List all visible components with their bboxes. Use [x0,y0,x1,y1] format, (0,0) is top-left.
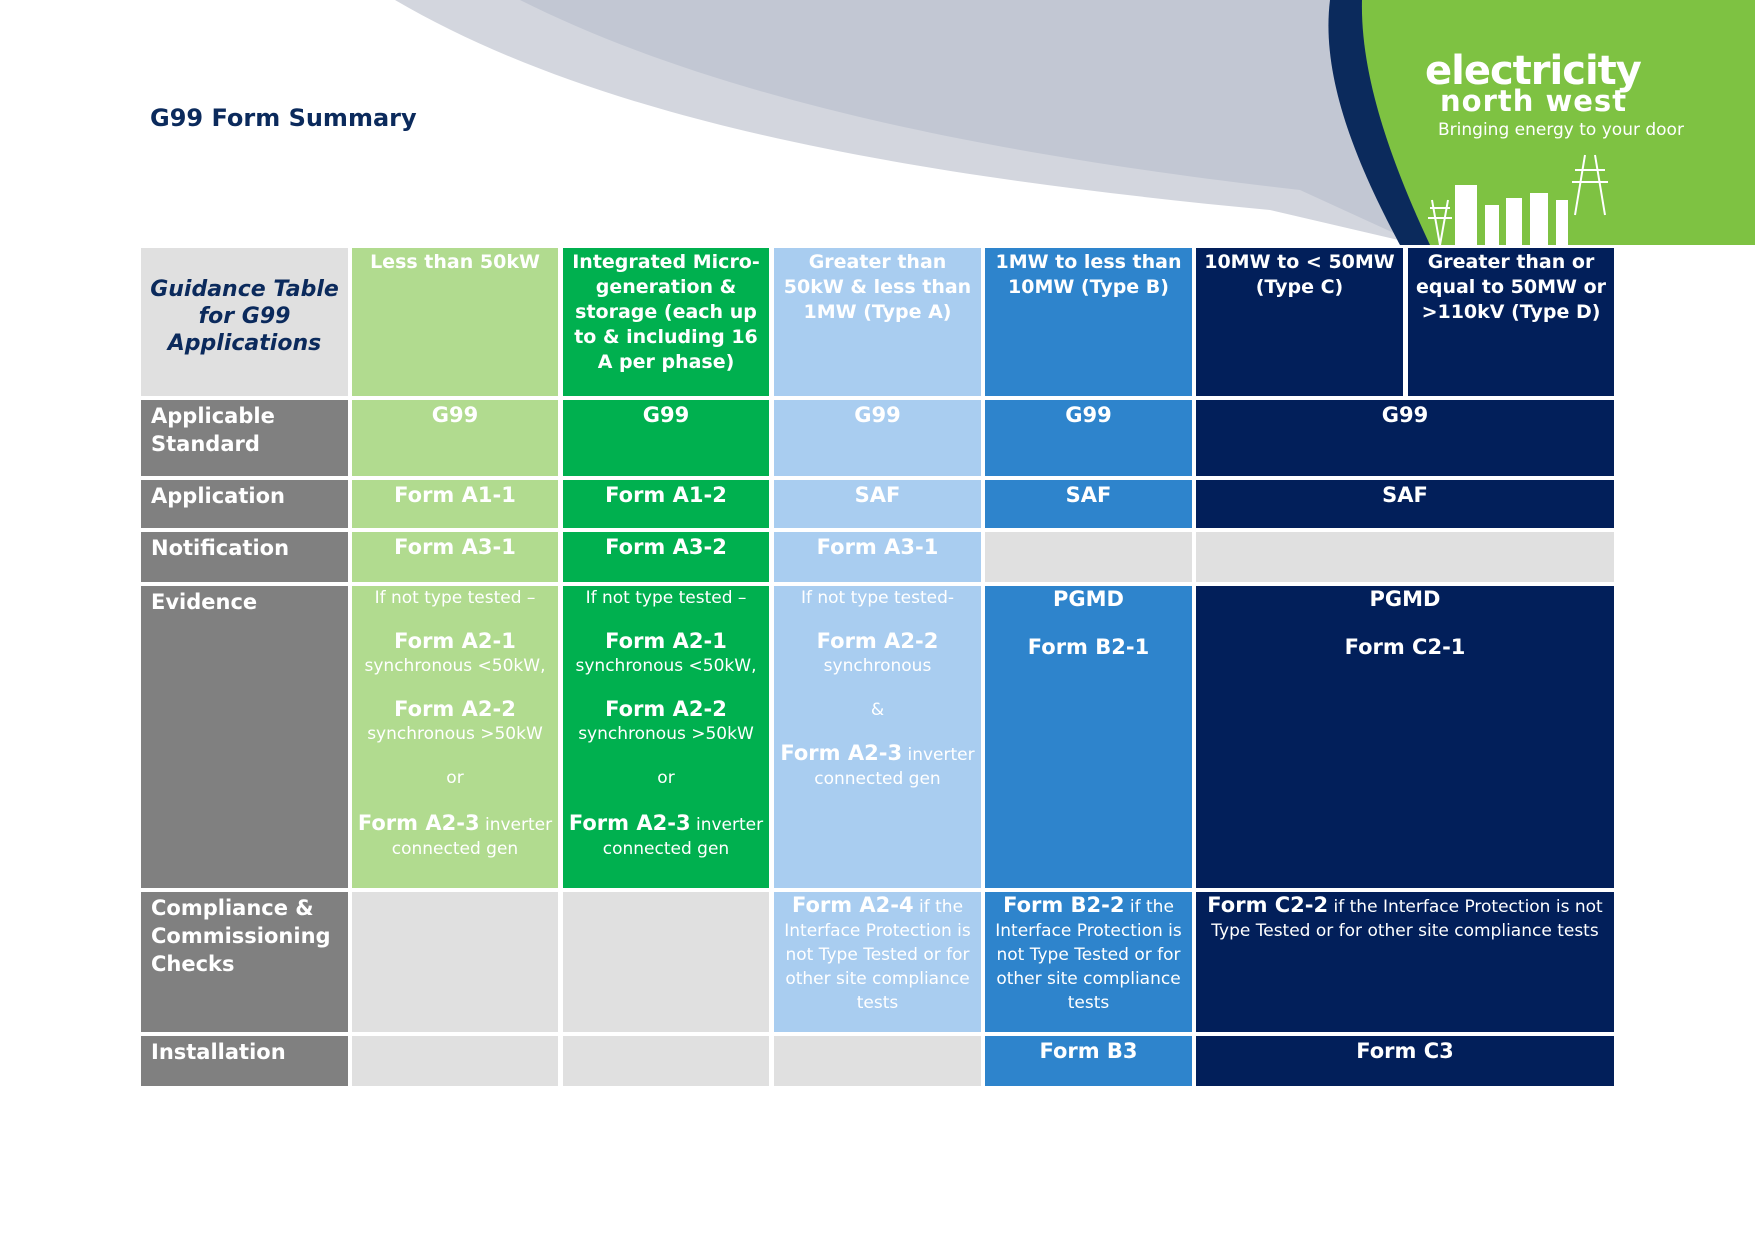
standard-c4: G99 [985,400,1192,476]
header-less-than-50kw: Less than 50kW [352,248,558,396]
standard-c2: G99 [563,400,769,476]
evidence-c1-form3-line: Form A2-3 inverter [352,810,558,837]
evidence-c2-form3-suffix: inverter [690,815,764,835]
compliance-c2-empty [563,892,769,1032]
compliance-c3: Form A2-4 if the Interface Protection is… [774,892,981,1032]
evidence-c2-form2: Form A2-2 [605,697,727,721]
compliance-c4-text: if the Interface Protection is not Type … [995,897,1182,1013]
evidence-c3-form1-desc: synchronous [823,656,932,676]
row-label-compliance: Compliance & Commissioning Checks [141,892,348,1032]
installation-c3-empty [774,1036,981,1086]
evidence-c2-or: or [657,768,675,788]
application-c56: SAF [1196,480,1614,528]
evidence-c1-intro: If not type tested – [374,588,536,608]
evidence-c56-form: Form C2-1 [1344,635,1466,659]
row-label-notification: Notification [141,532,348,582]
pylon-icon [1428,154,1608,246]
evidence-c2: If not type tested – Form A2-1 synchrono… [563,586,769,888]
evidence-c3-intro: If not type tested- [800,588,955,608]
application-c2: Form A1-2 [563,480,769,528]
application-c1: Form A1-1 [352,480,558,528]
logo-line2: north west [1440,84,1628,118]
compliance-c4: Form B2-2 if the Interface Protection is… [985,892,1192,1032]
notification-c56-empty [1196,532,1614,582]
page-title: G99 Form Summary [150,104,417,132]
evidence-c2-form1-desc: synchronous <50kW, [575,656,757,676]
evidence-c3-form2: Form A2-3 [780,741,903,765]
evidence-c1: If not type tested – Form A2-1 synchrono… [352,586,558,888]
evidence-c1-form1-desc: synchronous <50kW, [364,656,546,676]
installation-c56: Form C3 [1196,1036,1614,1086]
row-label-installation: Installation [141,1036,348,1086]
evidence-c4-pgmd: PGMD [1053,587,1124,611]
header-swoosh [395,0,1755,246]
header-type-c: 10MW to < 50MW (Type C) [1196,248,1403,396]
notification-c1: Form A3-1 [352,532,558,582]
evidence-c1-form2: Form A2-2 [394,697,516,721]
evidence-c3-form1: Form A2-2 [816,629,939,653]
compliance-c3-text: if the Interface Protection is not Type … [784,897,971,1013]
standard-c1: G99 [352,400,558,476]
evidence-c4: PGMD Form B2-1 [985,586,1192,888]
evidence-c3: If not type tested- Form A2-2 synchronou… [774,586,981,888]
installation-c1-empty [352,1036,558,1086]
installation-c2-empty [563,1036,769,1086]
evidence-c2-form3: Form A2-3 [568,811,691,835]
header-type-a: Greater than 50kW & less than 1MW (Type … [774,248,981,396]
evidence-c2-form1: Form A2-1 [605,629,727,653]
notification-c2: Form A3-2 [563,532,769,582]
compliance-c56: Form C2-2 if the Interface Protection is… [1196,892,1614,1032]
standard-c56: G99 [1196,400,1614,476]
row-label-standard: Applicable Standard [141,400,348,476]
evidence-c1-form2-desc: synchronous >50kW [367,724,543,744]
compliance-c1-empty [352,892,558,1032]
application-c3: SAF [774,480,981,528]
evidence-c2-form3-line: Form A2-3 inverter [563,810,769,837]
header-type-d: Greater than or equal to 50MW or >110kV … [1408,248,1614,396]
evidence-c3-form2-suffix: inverter [902,745,975,765]
evidence-c3-form2-line: Form A2-3 inverter [774,740,981,767]
row-label-evidence: Evidence [141,586,348,888]
evidence-c1-form3-desc: connected gen [391,839,519,859]
evidence-c3-form2-desc: connected gen [814,769,941,789]
brand-logo: electricity north west Bringing energy t… [1380,40,1710,230]
evidence-c2-form2-desc: synchronous >50kW [578,724,754,744]
logo-tagline: Bringing energy to your door [1438,120,1684,140]
compliance-c4-form: Form B2-2 [1003,893,1125,917]
evidence-c1-or: or [446,768,464,788]
evidence-c1-form1: Form A2-1 [394,629,516,653]
notification-c4-empty [985,532,1192,582]
application-c4: SAF [985,480,1192,528]
installation-c4: Form B3 [985,1036,1192,1086]
evidence-c2-form3-desc: connected gen [602,839,730,859]
evidence-c56: PGMD Form C2-1 [1196,586,1614,888]
compliance-c56-form: Form C2-2 [1207,893,1329,917]
notification-c3: Form A3-1 [774,532,981,582]
compliance-c56-text: if the Interface Protection is not Type … [1211,897,1603,941]
evidence-c56-pgmd: PGMD [1369,587,1441,611]
header-integrated-micro: Integrated Micro-generation & storage (e… [563,248,769,396]
header-type-b: 1MW to less than 10MW (Type B) [985,248,1192,396]
evidence-c1-form3-suffix: inverter [479,815,553,835]
evidence-c1-form3: Form A2-3 [357,811,480,835]
buildings-icon [1455,185,1568,245]
guidance-title: Guidance Table for G99 Applications [141,248,348,396]
evidence-c2-intro: If not type tested – [585,588,747,608]
logo-line1: electricity [1425,48,1642,94]
compliance-c3-form: Form A2-4 [791,893,914,917]
evidence-c4-form: Form B2-1 [1027,635,1150,659]
row-label-application: Application [141,480,348,528]
standard-c3: G99 [774,400,981,476]
evidence-c3-amp: & [870,700,885,720]
